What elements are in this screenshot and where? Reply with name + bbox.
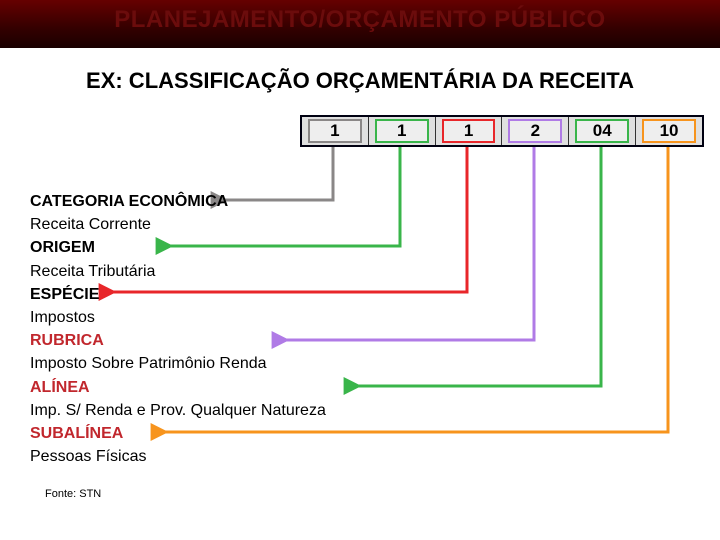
code-cell: 04 [569,117,636,145]
code-cell: 1 [436,117,503,145]
connector-line [358,147,601,386]
legend-heading: ORIGEM [30,236,326,259]
code-cell-value: 04 [575,119,629,143]
code-cell-value: 2 [508,119,562,143]
header-title: PLANEJAMENTO/ORÇAMENTO PÚBLICO [0,6,720,34]
code-cell: 2 [502,117,569,145]
legend-heading: ESPÉCIE [30,283,326,306]
source-text: Fonte: STN [45,488,101,500]
legend-value: Imposto Sobre Patrimônio Renda [30,352,326,375]
legend-heading: SUBALÍNEA [30,422,326,445]
legend-value: Impostos [30,306,326,329]
code-cell-value: 1 [308,119,362,143]
legend-value: Receita Tributária [30,260,326,283]
legend-block: CATEGORIA ECONÔMICAReceita CorrenteORIGE… [30,190,326,468]
legend-value: Pessoas Físicas [30,445,326,468]
code-cell: 10 [636,117,702,145]
page-subtitle: EX: CLASSIFICAÇÃO ORÇAMENTÁRIA DA RECEIT… [0,68,720,94]
code-cell: 1 [302,117,369,145]
legend-value: Receita Corrente [30,213,326,236]
legend-heading: CATEGORIA ECONÔMICA [30,190,326,213]
code-cell-value: 1 [442,119,496,143]
code-cell: 1 [369,117,436,145]
code-row: 11120410 [300,115,704,147]
legend-heading: RUBRICA [30,329,326,352]
code-cell-value: 1 [375,119,429,143]
legend-value: Imp. S/ Renda e Prov. Qualquer Natureza [30,399,326,422]
legend-heading: ALÍNEA [30,376,326,399]
code-cell-value: 10 [642,119,696,143]
